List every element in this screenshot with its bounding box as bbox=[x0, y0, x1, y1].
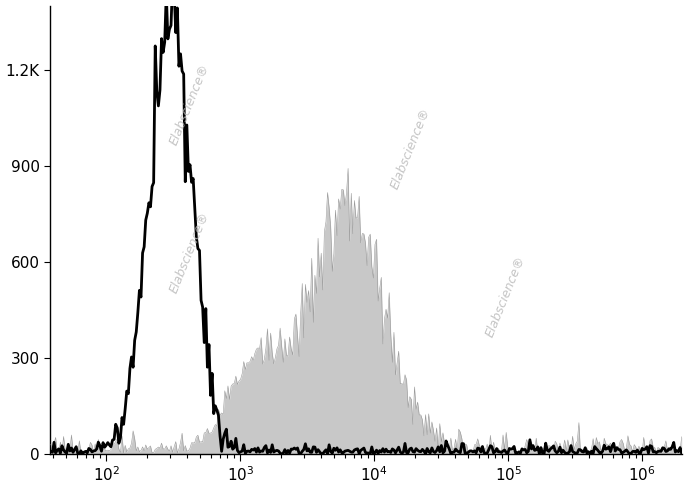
Text: Elabscience®: Elabscience® bbox=[483, 254, 528, 340]
Text: Elabscience®: Elabscience® bbox=[388, 106, 433, 192]
Text: Elabscience®: Elabscience® bbox=[167, 62, 211, 147]
Text: Elabscience®: Elabscience® bbox=[167, 210, 211, 294]
